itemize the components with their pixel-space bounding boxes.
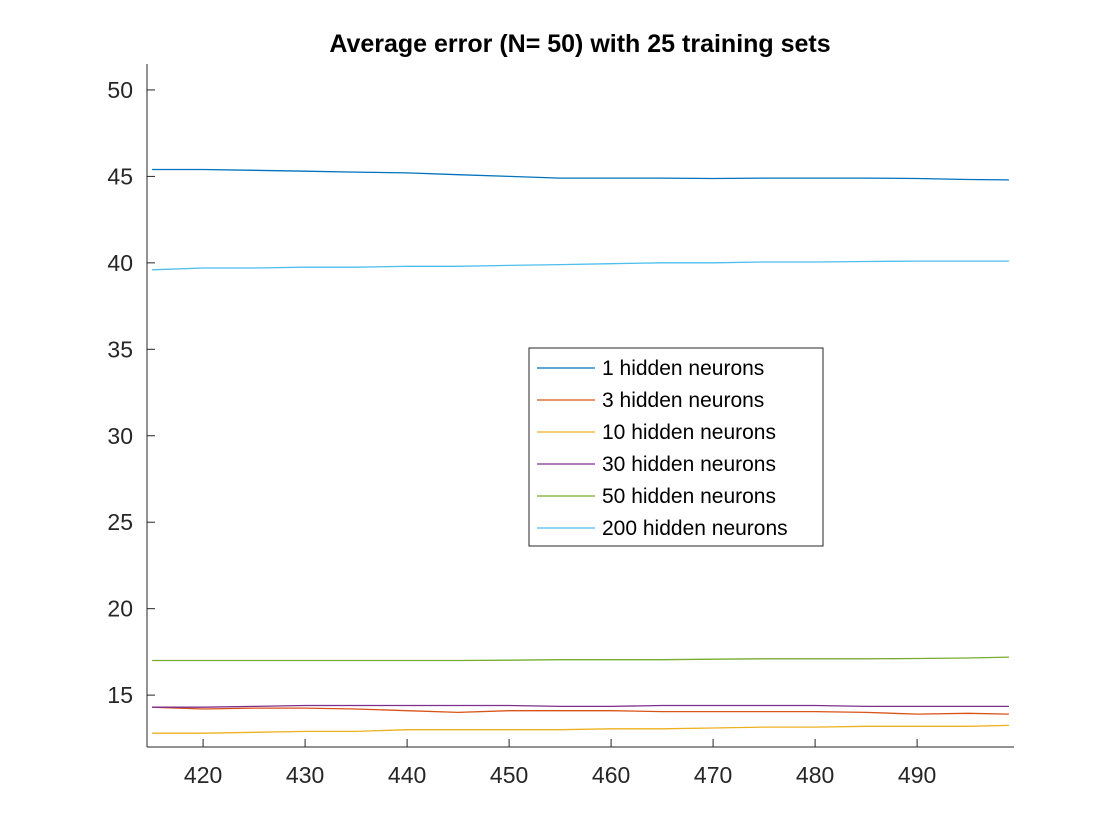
x-tick-label: 460	[592, 762, 630, 788]
x-tick-label: 480	[796, 762, 834, 788]
legend-entry-label: 200 hidden neurons	[602, 517, 788, 540]
series-line-3	[152, 724, 1009, 734]
plot-lines	[152, 168, 1009, 734]
legend-box	[528, 347, 824, 547]
y-tick-label: 45	[107, 163, 133, 189]
x-tick-label: 430	[286, 762, 324, 788]
series-line-4	[152, 704, 1009, 708]
y-tick-label: 30	[107, 423, 133, 449]
y-tick-label: 20	[107, 596, 133, 622]
legend-entry-label: 3 hidden neurons	[602, 389, 764, 412]
x-tick-label: 470	[694, 762, 732, 788]
y-tick-label: 25	[107, 509, 133, 535]
series-line-5	[152, 656, 1009, 662]
series-line-6	[152, 260, 1009, 271]
y-tick-label: 15	[107, 682, 133, 708]
y-tick-label: 40	[107, 250, 133, 276]
series-line-2	[152, 706, 1009, 715]
axes: 15 20 25 30 35 40 45 50 420 430 440 450 460 470 480 490	[107, 64, 1014, 788]
legend-entry-label: 1 hidden neurons	[602, 357, 764, 380]
legend-entry-label: 30 hidden neurons	[602, 453, 776, 476]
series-line-1	[152, 168, 1009, 181]
x-tick-label: 490	[898, 762, 936, 788]
legend-entry-label: 50 hidden neurons	[602, 485, 776, 508]
y-tick-label: 35	[107, 336, 133, 362]
legend: 1 hidden neurons 3 hidden neurons 10 hidde…	[528, 347, 824, 547]
x-tick-label: 450	[490, 762, 528, 788]
legend-entry-label: 10 hidden neurons	[602, 421, 776, 444]
y-tick-label: 50	[107, 77, 133, 103]
x-tick-label: 420	[184, 762, 222, 788]
chart-title: Average error (N= 50) with 25 training s…	[329, 30, 830, 58]
x-tick-label: 440	[388, 762, 426, 788]
